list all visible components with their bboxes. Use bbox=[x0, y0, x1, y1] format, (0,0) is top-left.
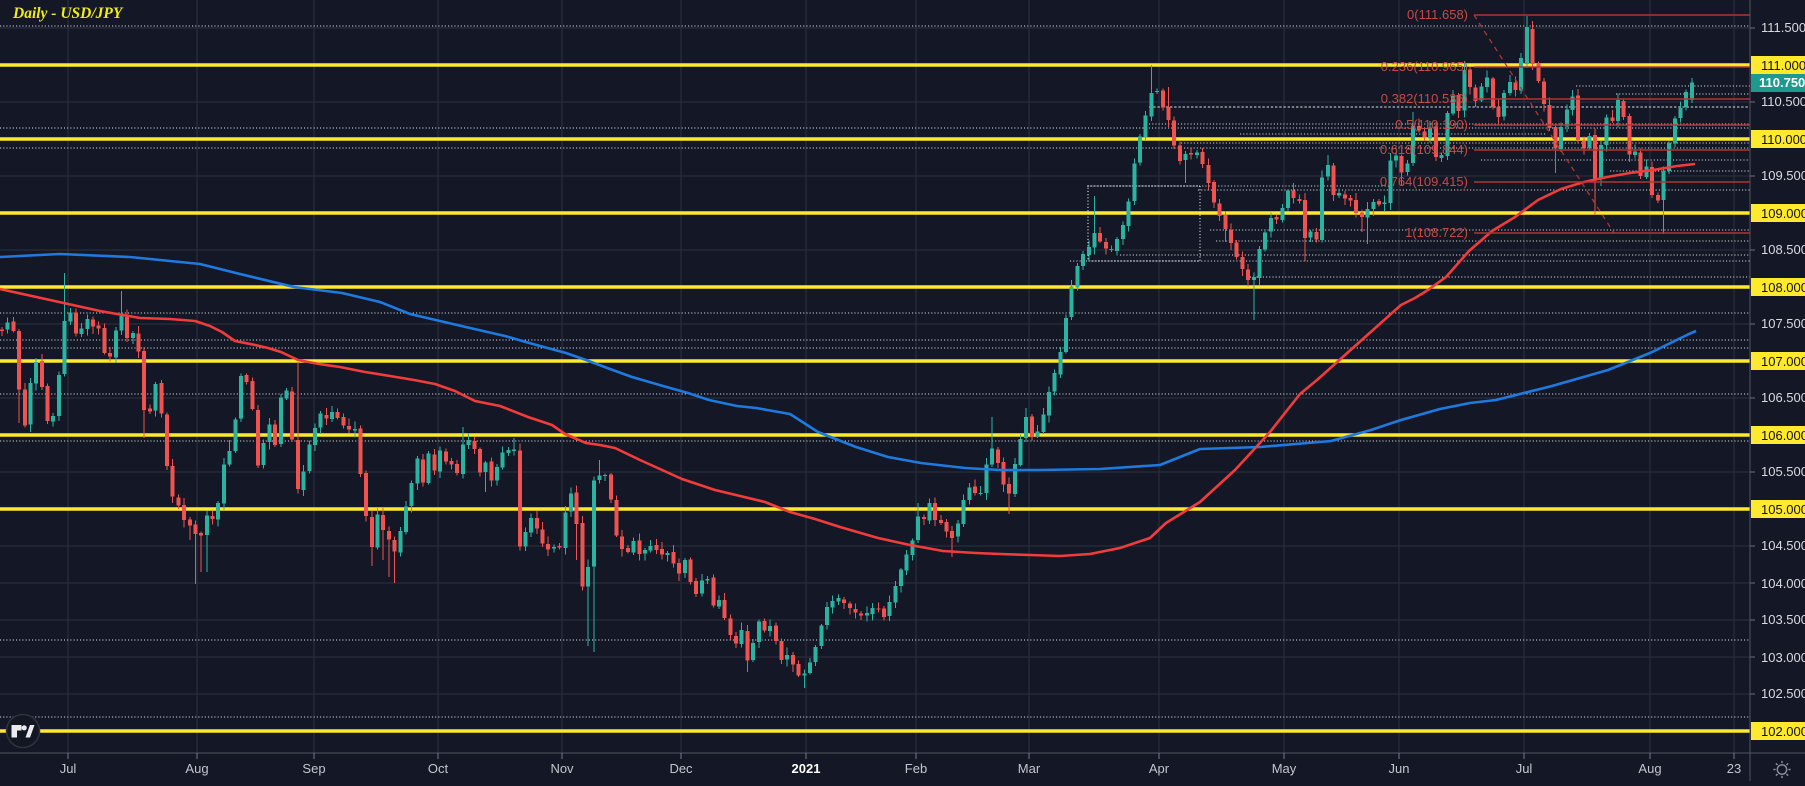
svg-text:105.500: 105.500 bbox=[1761, 464, 1805, 479]
svg-text:0.382(110.536): 0.382(110.536) bbox=[1381, 91, 1468, 106]
svg-text:Mar: Mar bbox=[1018, 761, 1041, 776]
svg-text:110.500: 110.500 bbox=[1761, 94, 1805, 109]
svg-text:104.500: 104.500 bbox=[1761, 538, 1805, 553]
svg-text:108.500: 108.500 bbox=[1761, 242, 1805, 257]
svg-text:0.764(109.415): 0.764(109.415) bbox=[1380, 174, 1468, 189]
svg-text:Apr: Apr bbox=[1149, 761, 1170, 776]
svg-text:0(111.658): 0(111.658) bbox=[1407, 7, 1468, 22]
svg-text:103.000: 103.000 bbox=[1761, 650, 1805, 665]
svg-text:107.500: 107.500 bbox=[1761, 316, 1805, 331]
svg-text:May: May bbox=[1272, 761, 1297, 776]
svg-text:0.236(110.965): 0.236(110.965) bbox=[1381, 59, 1468, 74]
svg-text:1(108.722): 1(108.722) bbox=[1405, 225, 1468, 240]
svg-text:0.5(110.190): 0.5(110.190) bbox=[1395, 117, 1468, 132]
svg-text:102.500: 102.500 bbox=[1761, 686, 1805, 701]
svg-text:107.000: 107.000 bbox=[1761, 354, 1805, 369]
svg-text:109.500: 109.500 bbox=[1761, 168, 1805, 183]
svg-text:Jul: Jul bbox=[1516, 761, 1533, 776]
svg-text:Feb: Feb bbox=[905, 761, 927, 776]
svg-text:105.000: 105.000 bbox=[1761, 502, 1805, 517]
svg-text:Nov: Nov bbox=[550, 761, 574, 776]
svg-text:106.500: 106.500 bbox=[1761, 390, 1805, 405]
svg-text:Jun: Jun bbox=[1389, 761, 1410, 776]
svg-text:Sep: Sep bbox=[302, 761, 325, 776]
svg-text:Daily - USD/JPY: Daily - USD/JPY bbox=[12, 5, 124, 22]
svg-text:106.000: 106.000 bbox=[1761, 428, 1805, 443]
svg-text:0.618(109.844): 0.618(109.844) bbox=[1380, 142, 1468, 157]
svg-text:109.000: 109.000 bbox=[1761, 206, 1805, 221]
svg-text:111.000: 111.000 bbox=[1761, 58, 1805, 73]
svg-text:111.500: 111.500 bbox=[1761, 20, 1805, 35]
svg-text:Jul: Jul bbox=[60, 761, 77, 776]
svg-text:23: 23 bbox=[1727, 761, 1741, 776]
svg-text:110.000: 110.000 bbox=[1761, 132, 1805, 147]
svg-text:104.000: 104.000 bbox=[1761, 576, 1805, 591]
svg-text:Dec: Dec bbox=[669, 761, 693, 776]
svg-text:2021: 2021 bbox=[792, 761, 821, 776]
svg-text:Oct: Oct bbox=[428, 761, 449, 776]
svg-text:Aug: Aug bbox=[185, 761, 208, 776]
svg-text:110.750: 110.750 bbox=[1759, 75, 1805, 90]
svg-text:Aug: Aug bbox=[1638, 761, 1661, 776]
svg-text:102.000: 102.000 bbox=[1761, 724, 1805, 739]
svg-text:103.500: 103.500 bbox=[1761, 612, 1805, 627]
svg-text:108.000: 108.000 bbox=[1761, 280, 1805, 295]
